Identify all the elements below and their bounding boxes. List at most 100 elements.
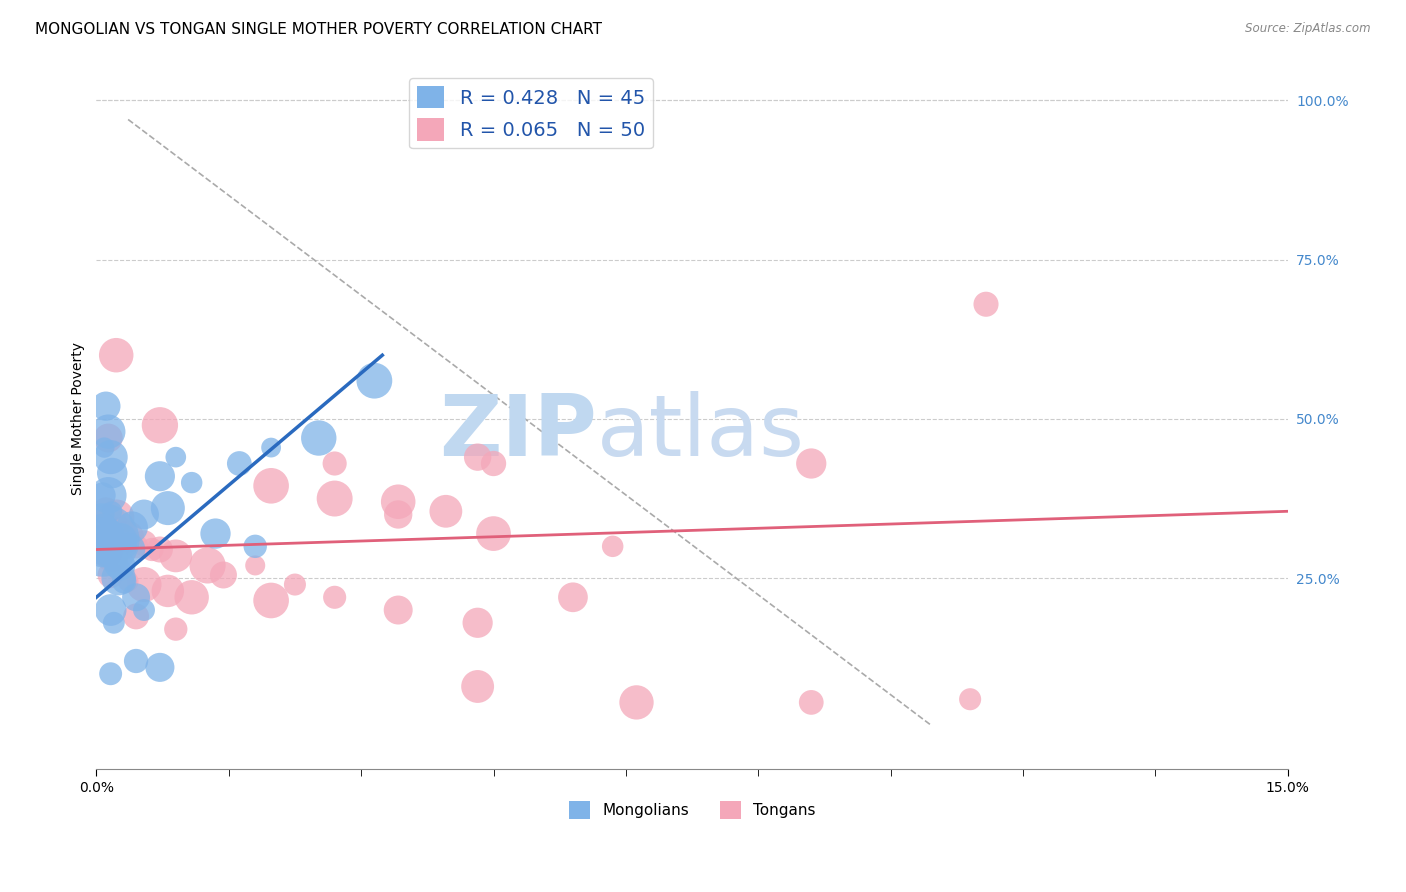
Point [602, 539, 624, 553]
Point [260, 479, 283, 493]
Point [105, 558, 128, 573]
Point [117, 542, 139, 557]
Point [112, 539, 135, 553]
Point [108, 533, 131, 547]
Point [323, 591, 346, 605]
Point [156, 583, 179, 598]
Point [93, 508, 115, 522]
Point [156, 501, 179, 516]
Point [94, 504, 117, 518]
Point [323, 491, 346, 506]
Y-axis label: Single Mother Poverty: Single Mother Poverty [72, 343, 86, 495]
Point [117, 530, 139, 544]
Point [308, 431, 330, 445]
Point [97, 425, 120, 439]
Point [387, 603, 409, 617]
Point [284, 577, 307, 591]
Point [132, 603, 155, 617]
Point [112, 574, 135, 589]
Point [800, 457, 823, 471]
Point [100, 666, 122, 681]
Point [91, 524, 114, 538]
Point [467, 615, 489, 630]
Point [93, 441, 115, 455]
Point [103, 615, 125, 630]
Point [100, 568, 122, 582]
Point [204, 526, 226, 541]
Point [101, 546, 124, 560]
Point [562, 591, 585, 605]
Point [91, 533, 114, 547]
Point [180, 591, 202, 605]
Point [125, 539, 148, 553]
Point [94, 526, 117, 541]
Point [125, 609, 148, 624]
Point [197, 558, 219, 573]
Point [100, 514, 122, 528]
Point [100, 450, 122, 464]
Point [105, 348, 128, 362]
Point [94, 533, 117, 547]
Point [125, 591, 148, 605]
Point [165, 450, 187, 464]
Point [97, 488, 120, 502]
Point [121, 520, 143, 534]
Point [101, 549, 124, 563]
Point [100, 603, 122, 617]
Point [245, 558, 267, 573]
Point [212, 568, 235, 582]
Point [149, 469, 172, 483]
Point [482, 526, 505, 541]
Point [132, 536, 155, 550]
Point [141, 542, 163, 557]
Point [363, 374, 385, 388]
Point [94, 399, 117, 413]
Point [105, 546, 128, 560]
Legend: Mongolians, Tongans: Mongolians, Tongans [562, 795, 821, 825]
Point [100, 526, 122, 541]
Point [434, 504, 457, 518]
Point [467, 450, 489, 464]
Point [323, 457, 346, 471]
Text: ZIP: ZIP [439, 392, 596, 475]
Point [245, 539, 267, 553]
Text: MONGOLIAN VS TONGAN SINGLE MOTHER POVERTY CORRELATION CHART: MONGOLIAN VS TONGAN SINGLE MOTHER POVERT… [35, 22, 602, 37]
Point [149, 660, 172, 674]
Point [974, 297, 997, 311]
Point [387, 508, 409, 522]
Point [94, 542, 117, 557]
Point [97, 431, 120, 445]
Point [228, 457, 250, 471]
Text: atlas: atlas [596, 392, 804, 475]
Point [800, 695, 823, 709]
Point [387, 494, 409, 508]
Point [107, 571, 129, 585]
Point [132, 508, 155, 522]
Point [91, 542, 114, 557]
Point [180, 475, 202, 490]
Point [626, 695, 648, 709]
Point [91, 488, 114, 502]
Point [165, 622, 187, 636]
Point [132, 577, 155, 591]
Text: Source: ZipAtlas.com: Source: ZipAtlas.com [1246, 22, 1371, 36]
Point [108, 558, 131, 573]
Point [93, 536, 115, 550]
Point [260, 441, 283, 455]
Point [108, 526, 131, 541]
Point [91, 533, 114, 547]
Point [959, 692, 981, 706]
Point [97, 546, 120, 560]
Point [117, 574, 139, 589]
Point [165, 549, 187, 563]
Point [149, 542, 172, 557]
Point [101, 466, 124, 480]
Point [125, 654, 148, 668]
Point [482, 457, 505, 471]
Point [149, 418, 172, 433]
Point [105, 510, 128, 524]
Point [97, 542, 120, 557]
Point [89, 533, 111, 547]
Point [260, 593, 283, 607]
Point [467, 680, 489, 694]
